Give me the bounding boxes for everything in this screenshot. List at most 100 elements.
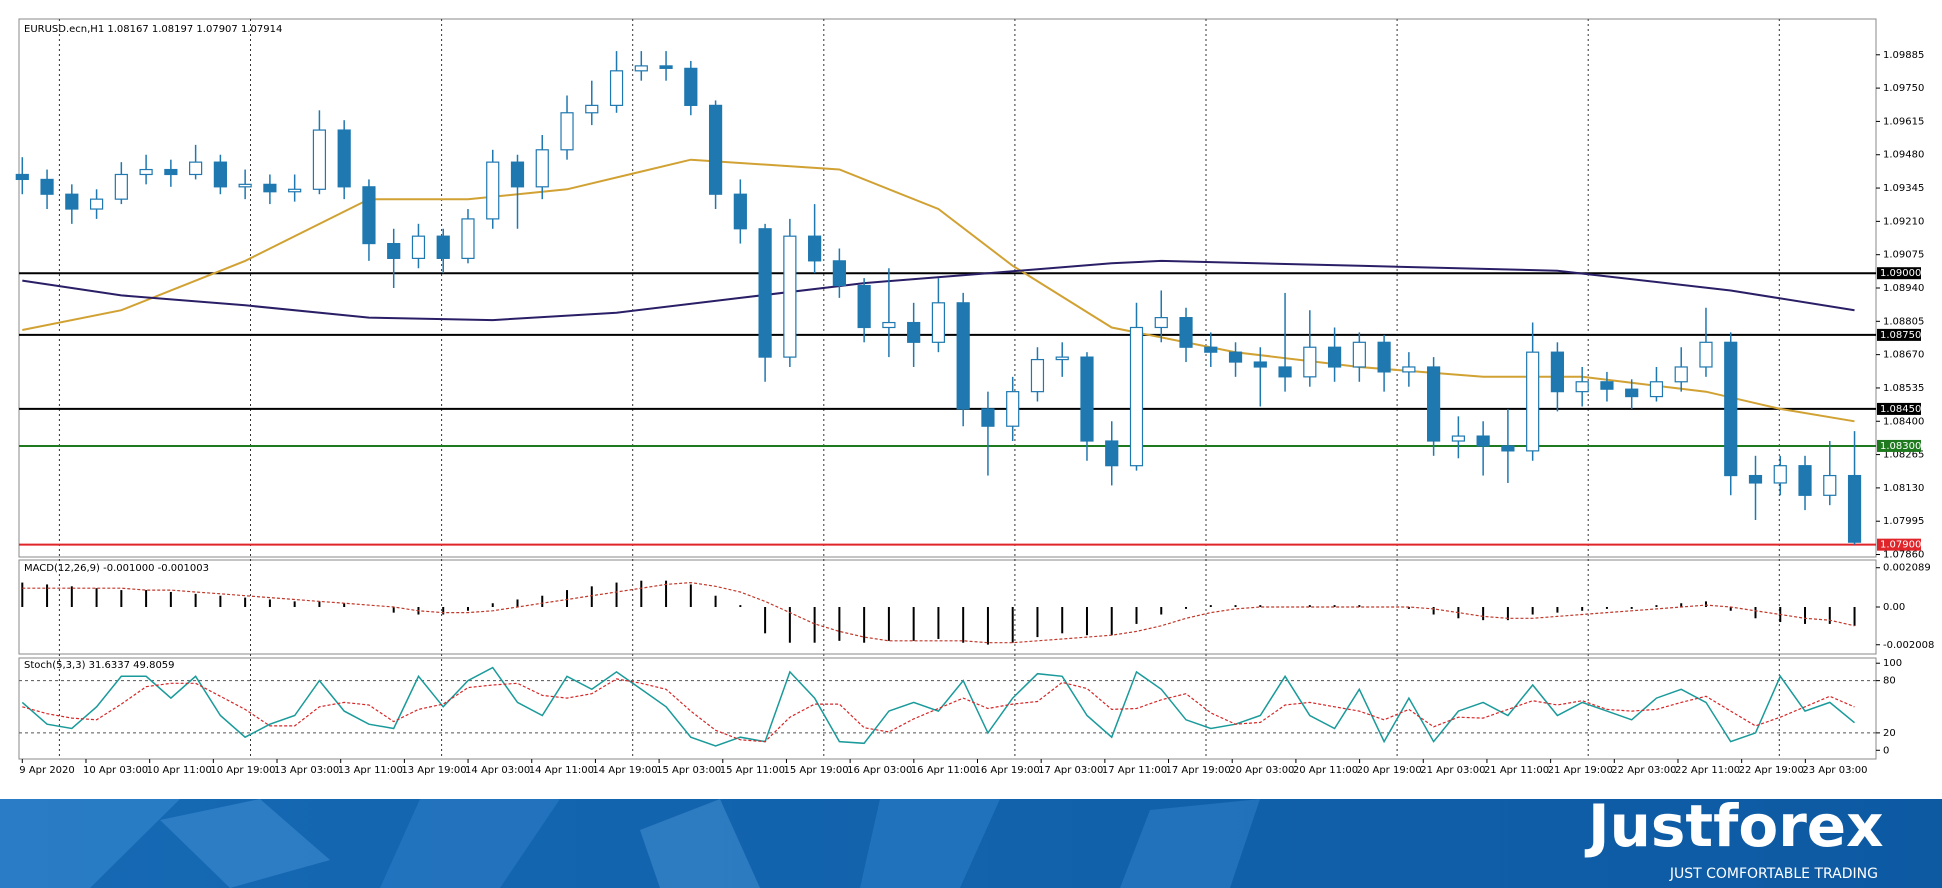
- logo: Justforex: [1584, 792, 1884, 860]
- candle-body: [808, 235, 822, 262]
- y-tick-label: 1.09075: [1883, 250, 1924, 261]
- y-tick-label: 1.09750: [1883, 83, 1924, 94]
- stoch-panel: [18, 657, 1877, 760]
- candle-body: [1154, 317, 1168, 329]
- x-tick-label: 22 Apr 03:00: [1611, 765, 1676, 776]
- candle-body: [238, 183, 252, 188]
- candle-body: [15, 173, 29, 181]
- candle-body: [411, 235, 426, 259]
- x-tick-label: 9 Apr 2020: [19, 765, 74, 776]
- x-tick-label: 14 Apr 11:00: [529, 765, 594, 776]
- candle-body: [1773, 465, 1787, 484]
- x-tick-label: 14 Apr 19:00: [592, 765, 657, 776]
- y-tick-label: 1.07995: [1883, 516, 1924, 527]
- candle-body: [1724, 341, 1738, 477]
- candle-body: [832, 260, 846, 287]
- candle-body: [1847, 474, 1862, 543]
- x-tick-label: 23 Apr 03:00: [1802, 765, 1867, 776]
- x-tick-label: 16 Apr 19:00: [975, 765, 1040, 776]
- macd-tick-label: 0.002089: [1883, 563, 1931, 574]
- y-tick-label: 1.09615: [1883, 116, 1924, 127]
- candle-body: [461, 218, 475, 259]
- candle-body: [931, 302, 946, 343]
- candle-body: [1030, 358, 1045, 393]
- x-tick-label: 20 Apr 19:00: [1357, 765, 1422, 776]
- candle-body: [907, 321, 921, 343]
- candle-body: [1699, 341, 1713, 368]
- candle-body: [609, 70, 624, 106]
- x-tick-label: 17 Apr 19:00: [1166, 765, 1231, 776]
- y-tick-label: 1.09210: [1883, 216, 1924, 227]
- level-label-box: [1877, 538, 1921, 551]
- banner: [0, 799, 1942, 888]
- candle-body: [1129, 326, 1144, 467]
- x-tick-label: 17 Apr 11:00: [1102, 765, 1167, 776]
- y-tick-label: 1.08535: [1883, 383, 1924, 394]
- candle-body: [1228, 351, 1243, 363]
- candle-body: [89, 198, 104, 210]
- candle-body: [1476, 435, 1490, 447]
- x-tick-label: 13 Apr 19:00: [401, 765, 466, 776]
- stoch-main: [21, 666, 1855, 747]
- candle-body: [857, 284, 871, 329]
- candle-body: [362, 186, 376, 245]
- slogan: JUST COMFORTABLE TRADING: [1669, 866, 1878, 882]
- candle-body: [981, 408, 995, 427]
- candle-body: [337, 129, 351, 188]
- candle-body: [1526, 351, 1540, 452]
- candle-body: [1105, 440, 1119, 467]
- candle-body: [708, 104, 723, 195]
- stoch-tick-label: 100: [1883, 658, 1902, 669]
- y-tick-label: 1.08400: [1883, 416, 1924, 427]
- candle-body: [486, 161, 500, 220]
- y-tick-label: 1.08805: [1883, 316, 1924, 327]
- x-tick-label: 20 Apr 03:00: [1229, 765, 1294, 776]
- level-label: 1.09000: [1880, 268, 1921, 279]
- stoch-tick-label: 20: [1883, 728, 1896, 739]
- stoch-label: Stoch(5,3,3) 31.6337 49.8059: [24, 660, 175, 671]
- candle-body: [1006, 391, 1020, 427]
- y-tick-label: 1.09345: [1883, 183, 1924, 194]
- level-label-box: [1877, 402, 1921, 415]
- candle-body: [510, 161, 525, 188]
- candle-body: [1649, 381, 1664, 398]
- macd-tick-label: 0.00: [1883, 602, 1905, 613]
- x-tick-label: 22 Apr 11:00: [1675, 765, 1740, 776]
- candle-body: [1748, 474, 1763, 484]
- macd-signal: [22, 581, 1855, 644]
- y-tick-label: 1.08670: [1883, 350, 1924, 361]
- candle-body: [1451, 435, 1465, 442]
- x-tick-label: 20 Apr 11:00: [1293, 765, 1358, 776]
- level-label-box: [1877, 267, 1921, 280]
- candle-body: [189, 161, 203, 176]
- candle-body: [585, 104, 599, 114]
- y-tick-label: 1.08265: [1883, 450, 1924, 461]
- y-tick-label: 1.09885: [1883, 50, 1924, 61]
- macd-label: MACD(12,26,9) -0.001000 -0.001003: [24, 563, 209, 574]
- candle-body: [1253, 361, 1267, 368]
- candle-body: [387, 242, 401, 259]
- candle-body: [1427, 366, 1441, 442]
- candle-body: [1278, 366, 1292, 378]
- candle-body: [312, 129, 327, 190]
- moving-average: [22, 158, 1855, 423]
- level-label: 1.08750: [1880, 330, 1921, 341]
- candle-body: [956, 302, 970, 410]
- x-tick-label: 16 Apr 03:00: [847, 765, 912, 776]
- candle-body: [213, 161, 227, 188]
- candle-body: [1600, 381, 1614, 390]
- x-tick-label: 15 Apr 19:00: [783, 765, 848, 776]
- candle-body: [1575, 381, 1589, 393]
- x-tick-label: 13 Apr 03:00: [274, 765, 339, 776]
- candle-body: [114, 173, 128, 200]
- x-tick-label: 21 Apr 03:00: [1420, 765, 1485, 776]
- x-tick-label: 10 Apr 19:00: [210, 765, 275, 776]
- candle-body: [436, 235, 450, 259]
- x-tick-label: 15 Apr 11:00: [720, 765, 785, 776]
- candle-body: [733, 193, 747, 230]
- level-label: 1.08450: [1880, 404, 1921, 415]
- candle-body: [783, 235, 797, 358]
- stoch-signal: [22, 678, 1855, 743]
- candle-body: [1055, 356, 1069, 361]
